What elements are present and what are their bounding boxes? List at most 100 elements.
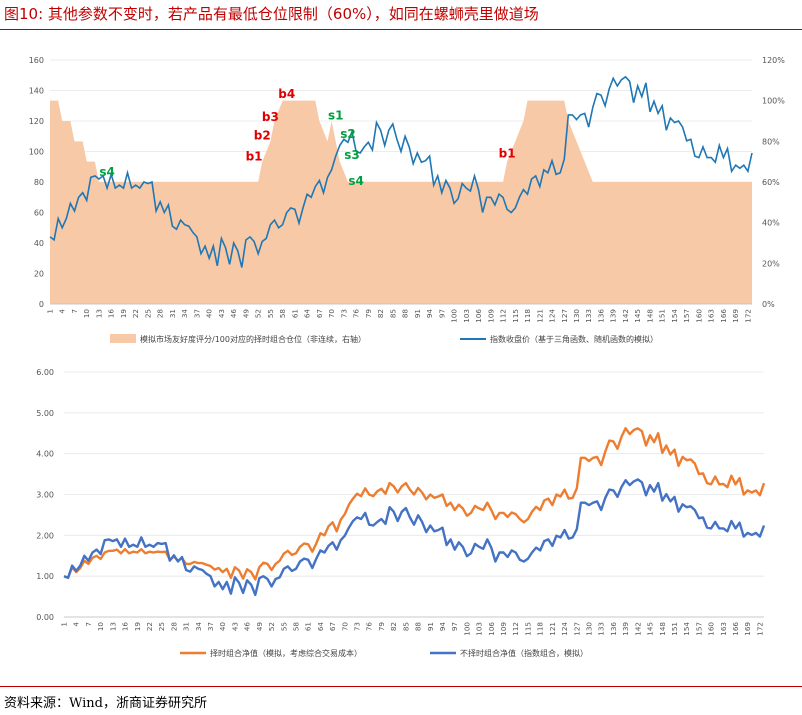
x-axis-tick-label: 85 [401,622,410,631]
chart1-right-axis: 0% 20% 40% 60% 80% 100% 120% [762,56,785,309]
x-axis-tick-label: 22 [145,622,154,631]
x-axis-tick-label: 67 [315,309,324,318]
signal-annotation: b2 [254,128,271,142]
x-axis-tick-label: 16 [121,622,130,632]
x-axis-tick-label: 103 [462,309,471,323]
x-axis-tick-label: 169 [731,309,740,323]
x-axis-tick-label: 88 [414,622,423,632]
y-axis-tick-label: 1.00 [36,572,54,581]
x-axis-tick-label: 43 [230,622,239,631]
x-axis-tick-label: 28 [169,622,178,632]
x-axis-tick-label: 1 [46,309,55,314]
x-axis-tick-label: 133 [584,309,593,323]
x-axis-tick-label: 16 [107,309,116,319]
signal-annotation: b4 [278,87,295,101]
x-axis-tick-label: 19 [133,622,142,632]
right-axis-tick-label: 100% [762,97,785,106]
legend-label-index: 指数收盘价（基于三角函数、随机函数的模拟） [490,334,658,344]
x-axis-tick-label: 22 [131,309,140,318]
x-axis-tick-label: 1 [60,622,69,627]
x-axis-tick-label: 142 [621,309,630,323]
x-axis-tick-label: 166 [731,622,740,636]
left-axis-tick-label: 80 [34,178,44,187]
signal-annotation: s1 [328,108,344,122]
signal-annotation: b1 [499,147,516,161]
x-axis-tick-label: 172 [743,309,752,323]
x-axis-tick-label: 148 [645,309,654,323]
x-axis-tick-label: 7 [70,309,79,314]
x-axis-tick-label: 37 [206,622,215,631]
x-axis-tick-label: 10 [82,309,91,319]
x-axis-tick-label: 46 [243,622,252,632]
x-axis-tick-label: 58 [291,622,300,632]
x-axis-tick-label: 139 [609,309,618,323]
left-axis-tick-label: 120 [29,117,44,126]
x-axis-tick-label: 154 [670,309,679,323]
signal-annotation: s2 [340,127,356,141]
left-axis-tick-label: 100 [29,148,44,157]
x-axis-tick-label: 79 [364,309,373,319]
y-axis-tick-label: 3.00 [36,491,54,500]
x-axis-tick-label: 79 [377,622,386,632]
x-axis-tick-label: 43 [217,309,226,318]
x-axis-tick-label: 40 [205,309,214,319]
x-axis-tick-label: 76 [352,309,361,319]
left-axis-tick-label: 160 [29,56,44,65]
x-axis-tick-label: 91 [413,309,422,318]
x-axis-tick-label: 94 [438,622,447,632]
x-axis-tick-label: 19 [119,309,128,319]
x-axis-tick-label: 169 [743,622,752,636]
x-axis-tick-label: 136 [596,309,605,323]
x-axis-tick-label: 163 [719,622,728,636]
chart2-line-layer [63,427,766,597]
x-axis-tick-label: 163 [707,309,716,323]
x-axis-tick-label: 88 [401,309,410,319]
left-axis-tick-label: 0 [39,300,44,309]
x-axis-tick-label: 73 [339,309,348,318]
x-axis-tick-label: 145 [633,309,642,323]
x-axis-tick-label: 61 [304,622,313,631]
chart2-y-axis: 0.00 1.00 2.00 3.00 4.00 5.00 6.00 [36,368,54,622]
x-axis-tick-label: 118 [523,309,532,323]
x-axis-tick-label: 124 [560,622,569,636]
x-axis-tick-label: 4 [72,622,81,627]
x-axis-tick-label: 112 [499,309,508,323]
x-axis-tick-label: 157 [694,622,703,636]
x-axis-tick-label: 13 [94,309,103,318]
signal-annotation: b3 [262,110,279,124]
x-axis-tick-label: 106 [487,622,496,636]
x-axis-tick-label: 4 [58,309,67,314]
figure-title: 图10: 其他参数不变时，若产品有最低仓位限制（60%），如同在螺蛳壳里做道场 [4,5,539,23]
source-note: 资料来源：Wind，浙商证券研究所 [4,696,207,711]
chart1-x-axis: 1 4 7 10 13 16 19 22 25 28 31 34 37 40 43 46 49 52 55 58 61 6… [46,303,752,323]
chart1-line-layer [49,75,753,268]
x-axis-tick-label: 115 [523,622,532,636]
position-area-series [50,100,752,305]
y-axis-tick-label: 0.00 [36,613,54,622]
index-close-series [49,75,753,268]
x-axis-tick-label: 145 [646,622,655,636]
x-axis-tick-label: 166 [719,309,728,323]
right-axis-tick-label: 120% [762,56,785,65]
x-axis-tick-label: 70 [340,622,349,632]
signal-annotation: s3 [344,148,360,162]
left-axis-tick-label: 140 [29,87,44,96]
right-axis-tick-label: 20% [762,259,780,268]
x-axis-tick-label: 10 [96,622,105,632]
x-axis-tick-label: 28 [156,309,165,319]
chart1-left-axis: 0 20 40 60 80 100 120 140 160 [29,56,44,309]
chart1-legend: 模拟市场友好度评分/100对应的择时组合仓位（非连续，右轴） 指数收盘价（基于三角… [110,334,658,344]
chart-nav-comparison: 0.00 1.00 2.00 3.00 4.00 5.00 6.00 1 4 7 10 13 16 19… [36,368,766,658]
legend-label-no-timing: 不择时组合净值（指数组合，模拟） [460,648,588,658]
x-axis-tick-label: 52 [254,309,263,318]
x-axis-tick-label: 100 [462,622,471,636]
no-timing-nav-series [63,478,766,597]
x-axis-tick-label: 73 [353,622,362,631]
x-axis-tick-label: 82 [376,309,385,318]
x-axis-tick-label: 142 [633,622,642,636]
x-axis-tick-label: 76 [365,622,374,632]
x-axis-tick-label: 61 [290,309,299,318]
x-axis-tick-label: 49 [255,622,264,632]
x-axis-tick-label: 118 [536,622,545,636]
signal-annotation: b1 [246,150,263,164]
